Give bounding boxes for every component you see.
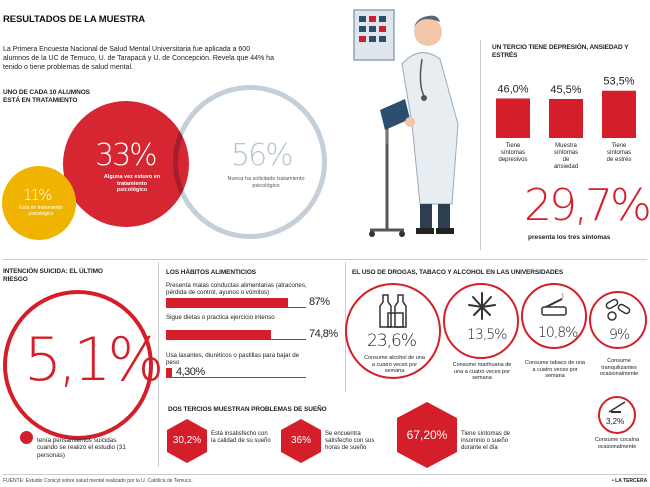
food-bar-0 — [166, 298, 288, 307]
drugs-header: EL USO DE DROGAS, TABACO Y ALCOHOL EN LA… — [352, 269, 564, 276]
marijuana-label: Consume marihuana de una a cuatro veces … — [452, 362, 512, 381]
separator-v2 — [158, 262, 159, 467]
sleep-value-2: 36% — [290, 435, 311, 446]
alcohol-circle — [345, 283, 441, 379]
ashtray-icon — [541, 293, 567, 316]
depression-value-label-0: 46,0% — [497, 83, 528, 95]
tobacco-value: 10,8% — [538, 325, 578, 341]
depression-category-label-1: ansiedad — [554, 164, 578, 170]
food-category-label-2: Usa laxantes, diuréticos o pastillas par… — [166, 352, 300, 367]
depression-category-label-2: síntomas — [607, 150, 631, 156]
page-title: RESULTADOS DE LA MUESTRA — [3, 14, 146, 25]
pills-icon — [605, 298, 631, 321]
food-chart: Presenta malas conductas alimentarias (a… — [166, 282, 342, 392]
leaf-icon — [468, 292, 496, 320]
food-category-label-0: Presenta malas conductas alimentarias (a… — [166, 282, 307, 297]
suicide-circle — [3, 290, 153, 440]
depression-chart: 46,0%Tienesíntomasdepresivos45,5%Muestra… — [496, 76, 636, 170]
depression-big-value: 29,7% — [524, 180, 650, 231]
separator-h1 — [3, 259, 647, 260]
depression-category-label-1: síntomas — [554, 150, 578, 156]
doctor-illustration — [353, 9, 459, 237]
food-value-label-2: 4,30% — [176, 366, 205, 378]
depression-category-label-2: de estrés — [607, 157, 632, 163]
food-bar-2 — [166, 368, 173, 377]
circle-33 — [63, 101, 189, 227]
depression-bar-0 — [496, 98, 530, 138]
cocaine-circle — [598, 396, 636, 434]
suicide-value: 5,1% — [24, 325, 164, 395]
separator-v1 — [480, 40, 481, 250]
food-value-label-1: 74,8% — [309, 328, 338, 340]
treatment-header: UNO DE CADA 10 ALUMNOS ESTÁ EN TRATAMIEN… — [3, 89, 90, 104]
marijuana-value: 13,5% — [467, 327, 507, 343]
depression-value-label-2: 53,5% — [603, 76, 634, 88]
food-bar-track-1 — [166, 330, 306, 340]
food-bar-1 — [166, 330, 271, 339]
depression-value-label-1: 45,5% — [550, 84, 581, 96]
suicide-label: tenía pensamientos suicidas cuando se re… — [37, 437, 126, 459]
food-bar-track-2 — [166, 368, 306, 378]
value-11: 11% — [23, 186, 52, 204]
sleep-label-1: Está insatisfecho con la calidad de su s… — [211, 431, 271, 444]
depression-category-label-0: Tiene — [506, 143, 521, 149]
footer-brand: • LA TERCERA — [612, 478, 648, 484]
food-value-label-0: 87% — [309, 296, 330, 308]
depression-bar-2 — [602, 90, 636, 138]
depression-big-label: presenta los tres síntomas — [528, 234, 611, 241]
footer-source: FUENTE: Estudio Conicyt sobre salud ment… — [3, 478, 193, 484]
sleep-value-1: 30,2% — [172, 435, 202, 446]
marijuana-circle — [443, 283, 519, 359]
depression-bar-1 — [549, 98, 583, 138]
value-33: 33% — [95, 138, 158, 173]
sleep-hex-3 — [397, 402, 457, 468]
depression-category-label-0: depresivos — [498, 157, 527, 163]
food-header: LOS HÁBITOS ALIMENTICIOS — [166, 269, 257, 276]
depression-category-label-2: Tiene — [612, 143, 627, 149]
footer-line — [3, 474, 647, 475]
value-56: 56% — [231, 138, 294, 173]
label-11: Está en tratamiento psicológico — [19, 205, 63, 217]
sleep-value-3: 67,20% — [406, 428, 448, 442]
alcohol-label: Consume alcohol de una a cuatro veces po… — [364, 355, 425, 374]
depression-category-label-1: de — [563, 157, 570, 163]
sleep-label-2: Se encuentra satisfecho con sus horas de… — [325, 431, 375, 451]
tobacco-label: Consume tabaco de una a cuatro veces por… — [525, 360, 585, 379]
cocaine-value: 3,2% — [606, 417, 625, 426]
food-category-label-1: Sigue dietas o practica ejercicio intens… — [166, 314, 275, 321]
pills-circle — [589, 291, 647, 349]
alcohol-value: 23,6% — [367, 331, 417, 351]
sleep-label-3: Tiene síntomas de insomnio o sueño duran… — [461, 431, 511, 451]
bottles-icon — [379, 294, 407, 328]
tobacco-circle — [521, 283, 587, 349]
food-bar-track-0 — [166, 298, 306, 308]
circle-11 — [2, 166, 76, 240]
intro-text: La Primera Encuesta Nacional de Salud Me… — [3, 46, 274, 71]
cocaine-icon — [608, 401, 626, 413]
suicide-header: INTENCIÓN SUICIDA: EL ÚLTIMO RIESGO — [3, 268, 103, 283]
label-56: Nunca ha solicitado tratamiento psicológ… — [227, 176, 305, 189]
sleep-header: DOS TERCIOS MUESTRAN PROBLEMAS DE SUEÑO — [168, 406, 327, 413]
sleep-hex-1 — [167, 419, 207, 463]
depression-category-label-1: Muestra — [555, 143, 577, 149]
label-33: Alguna vez estuvo en tratamiento psicoló… — [103, 174, 161, 193]
depression-category-label-0: síntomas — [501, 150, 525, 156]
cocaine-label: Consume cocaína ocasionalmente — [594, 437, 640, 450]
tranquilizers-value: 9% — [609, 327, 630, 343]
suicide-dot — [20, 431, 33, 444]
tranquilizers-label: Consume tranquilizantes ocasionalmente — [599, 358, 639, 377]
depression-header: UN TERCIO TIENE DEPRESIÓN, ANSIEDAD Y ES… — [492, 44, 629, 59]
sleep-hex-2 — [281, 419, 321, 463]
